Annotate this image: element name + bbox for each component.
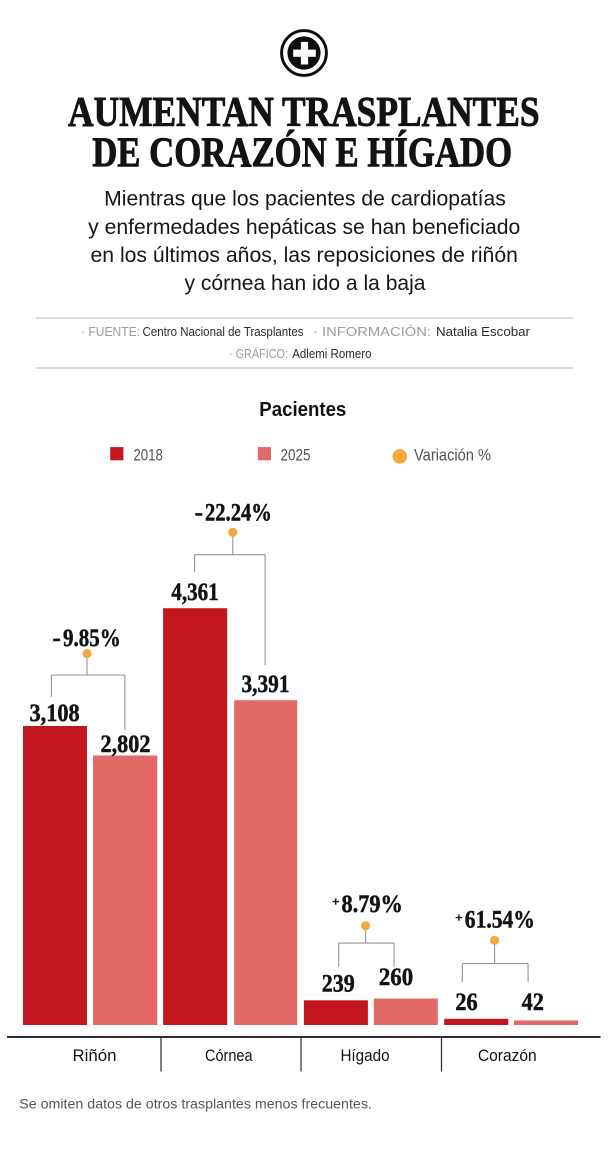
svg-text:· FUENTE:: · FUENTE:: [81, 324, 140, 339]
svg-text:Corazón: Corazón: [478, 1046, 537, 1065]
svg-text:239: 239: [322, 970, 355, 997]
svg-text:42: 42: [522, 989, 544, 1016]
svg-text:Natalia Escobar: Natalia Escobar: [436, 324, 531, 339]
svg-text:Riñón: Riñón: [73, 1046, 117, 1065]
svg-text:3,391: 3,391: [242, 671, 290, 698]
svg-text:Mientras que los pacientes de: Mientras que los pacientes de cardiopatí…: [104, 188, 506, 211]
svg-text:8.79%: 8.79%: [342, 891, 403, 918]
svg-text:Adlemi Romero: Adlemi Romero: [292, 346, 371, 361]
svg-text:9.85%: 9.85%: [63, 625, 121, 652]
svg-text:AUMENTAN TRASPLANTES: AUMENTAN TRASPLANTES: [68, 90, 540, 136]
svg-text:Se omiten datos de otros trasp: Se omiten datos de otros trasplantes men…: [19, 1096, 372, 1112]
svg-text:2,802: 2,802: [101, 731, 151, 758]
svg-text:Variación %: Variación %: [414, 446, 491, 465]
svg-text:· INFORMACIÓN:: · INFORMACIÓN:: [313, 324, 431, 339]
svg-text:DE CORAZÓN E HÍGADO: DE CORAZÓN E HÍGADO: [92, 129, 512, 176]
svg-text:26: 26: [455, 989, 477, 1016]
svg-text:Centro Nacional de Trasplantes: Centro Nacional de Trasplantes: [143, 324, 304, 339]
svg-text:y córnea han ido a la baja: y córnea han ido a la baja: [185, 272, 426, 295]
svg-text:-: -: [53, 625, 61, 652]
svg-text:3,108: 3,108: [30, 700, 80, 727]
svg-text:2025: 2025: [281, 446, 311, 465]
svg-text:+: +: [332, 894, 339, 909]
svg-text:61.54%: 61.54%: [465, 907, 535, 934]
svg-text:2018: 2018: [133, 446, 163, 465]
svg-text:· GRÁFICO:: · GRÁFICO:: [229, 346, 288, 361]
svg-text:Hígado: Hígado: [340, 1046, 389, 1065]
svg-text:Córnea: Córnea: [205, 1046, 253, 1065]
svg-text:y enfermedades hepáticas se ha: y enfermedades hepáticas se han benefici…: [88, 216, 520, 239]
svg-text:4,361: 4,361: [171, 579, 218, 606]
svg-text:en los últimos años, las repos: en los últimos años, las reposiciones de…: [91, 244, 518, 267]
svg-text:22.24%: 22.24%: [205, 499, 272, 526]
svg-text:+: +: [455, 910, 462, 925]
svg-text:260: 260: [379, 964, 413, 991]
svg-text:Pacientes: Pacientes: [259, 399, 346, 421]
svg-text:-: -: [195, 499, 203, 526]
